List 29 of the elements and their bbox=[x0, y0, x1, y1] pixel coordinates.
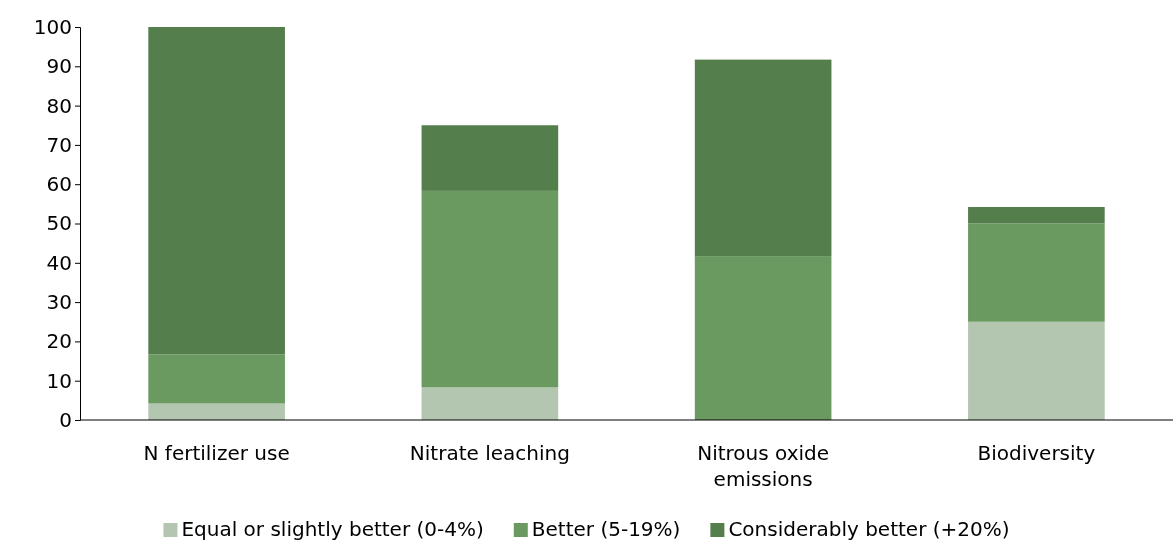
legend-label: Considerably better (+20%) bbox=[728, 517, 1010, 541]
legend-label: Equal or slightly better (0-4%) bbox=[181, 517, 484, 541]
x-tick-label: Nitrous oxide emissions bbox=[697, 441, 830, 491]
bar bbox=[421, 125, 559, 191]
y-tick-label: 80 bbox=[46, 93, 72, 118]
bar bbox=[421, 387, 559, 420]
y-tick-label: 70 bbox=[46, 132, 72, 157]
y-tick-label: 10 bbox=[46, 368, 72, 393]
bar bbox=[694, 59, 832, 257]
bar bbox=[148, 27, 285, 355]
y-tick-label: 0 bbox=[59, 407, 72, 432]
y-tick-label: 40 bbox=[46, 250, 72, 275]
bar bbox=[694, 256, 832, 420]
bar bbox=[148, 354, 285, 404]
y-tick-label: 50 bbox=[46, 211, 72, 236]
bar bbox=[148, 403, 285, 420]
y-tick-label: 90 bbox=[46, 54, 72, 79]
legend-label: Better (5-19%) bbox=[531, 517, 681, 541]
y-tick-label: 100 bbox=[33, 14, 72, 39]
y-tick-label: 20 bbox=[46, 329, 72, 354]
bar bbox=[421, 190, 559, 388]
x-tick-label: Biodiversity bbox=[977, 441, 1096, 465]
x-tick-label: Nitrate leaching bbox=[409, 441, 570, 465]
x-tick-label: N fertilizer use bbox=[143, 441, 290, 465]
y-tick-label: 60 bbox=[46, 172, 72, 197]
y-tick-label: 30 bbox=[46, 290, 72, 314]
bar bbox=[968, 206, 1105, 224]
bar bbox=[968, 321, 1105, 420]
bar bbox=[968, 223, 1105, 322]
